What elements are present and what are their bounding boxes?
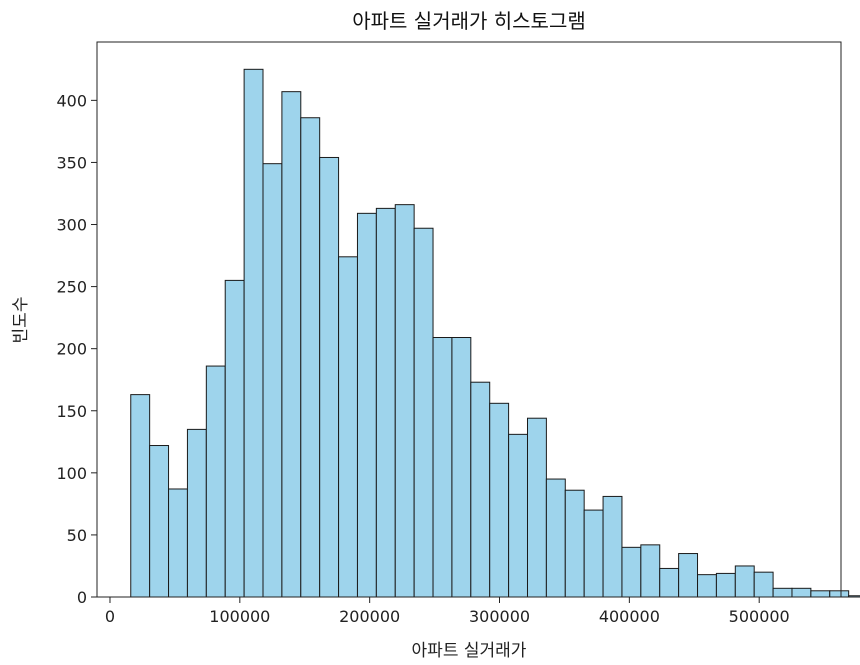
histogram-bar	[508, 433, 528, 598]
x-axis: 0 100000 200000 300000 400000 500000	[105, 597, 790, 626]
x-axis-title: 아파트 실거래가	[412, 641, 527, 661]
histogram-bar	[564, 489, 585, 598]
histogram-bar	[791, 587, 812, 598]
histogram-bar	[186, 428, 207, 598]
histogram-bar	[810, 590, 831, 598]
histogram-bar	[375, 207, 396, 598]
histogram-bar	[489, 402, 510, 598]
histogram-bar	[602, 495, 623, 598]
plot-frame	[96, 41, 842, 598]
histogram-bar	[583, 509, 604, 598]
x-tick-label: 500000	[729, 607, 790, 626]
x-tick-label: 200000	[339, 607, 400, 626]
histogram-bar	[356, 212, 377, 598]
histogram-bar	[432, 337, 453, 598]
y-tick-label: 350	[56, 153, 87, 172]
histogram-bar	[678, 553, 699, 598]
histogram-bar	[319, 156, 340, 598]
histogram-bar	[640, 544, 661, 598]
histogram-bar	[281, 91, 302, 598]
histogram-bar	[697, 574, 717, 598]
histogram-bar	[224, 279, 245, 598]
histogram-bar	[734, 565, 755, 598]
x-tick-label: 300000	[469, 607, 530, 626]
y-tick-label: 150	[56, 402, 87, 421]
histogram-bar	[621, 546, 642, 598]
histogram-bar	[394, 204, 415, 598]
y-tick-label: 0	[77, 588, 87, 607]
histogram-bar	[470, 381, 491, 598]
histogram-bar	[205, 365, 226, 598]
x-tick-label: 400000	[599, 607, 660, 626]
histogram-bar	[659, 567, 680, 598]
histogram-bar	[338, 256, 358, 598]
histogram-bar	[772, 587, 793, 598]
histogram-bar	[526, 417, 547, 598]
x-tick-label: 100000	[209, 607, 270, 626]
chart-title: 아파트 실거래가 히스토그램	[352, 9, 586, 33]
histogram-bar	[848, 595, 860, 598]
histogram-bar	[451, 337, 472, 598]
y-axis-title: 빈도수	[11, 297, 31, 344]
histogram-bar	[715, 572, 736, 598]
y-tick-label: 400	[56, 91, 87, 110]
y-tick-label: 300	[56, 216, 87, 235]
y-tick-label: 250	[56, 278, 87, 297]
histogram-bar	[300, 117, 321, 598]
histogram-bar	[243, 68, 264, 598]
histogram-bar	[545, 478, 566, 598]
histogram-bar	[829, 590, 850, 598]
x-tick-label: 0	[105, 607, 115, 626]
y-tick-label: 200	[56, 340, 87, 359]
histogram-bar	[130, 394, 151, 598]
histogram-bar	[753, 571, 774, 598]
y-axis: 0 50 100 150 200 250 300 350 400	[56, 91, 97, 607]
y-tick-label: 100	[56, 464, 87, 483]
histogram-bar	[168, 488, 188, 598]
histogram-bar	[413, 227, 434, 598]
y-tick-label: 50	[67, 526, 87, 545]
histogram-bar	[262, 163, 283, 598]
bars-group	[130, 68, 860, 598]
histogram-bar	[149, 445, 170, 598]
